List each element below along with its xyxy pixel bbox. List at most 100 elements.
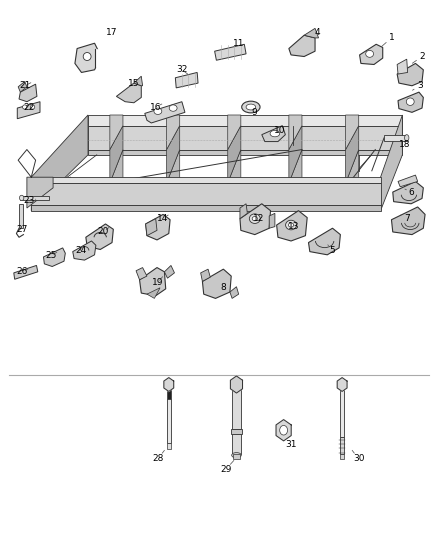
Polygon shape <box>304 28 318 38</box>
Text: 29: 29 <box>220 465 231 474</box>
Text: 21: 21 <box>19 81 30 90</box>
Text: 22: 22 <box>24 102 35 111</box>
Ellipse shape <box>22 105 27 109</box>
Ellipse shape <box>169 105 177 111</box>
Ellipse shape <box>366 51 374 58</box>
Polygon shape <box>240 204 247 219</box>
Text: 9: 9 <box>251 108 257 117</box>
Polygon shape <box>228 150 241 205</box>
Polygon shape <box>146 214 170 240</box>
Polygon shape <box>31 183 381 205</box>
Text: 26: 26 <box>16 268 27 276</box>
Bar <box>20 196 49 200</box>
Text: 11: 11 <box>233 39 244 48</box>
Polygon shape <box>43 248 65 266</box>
Polygon shape <box>164 265 174 278</box>
Polygon shape <box>166 126 180 183</box>
Polygon shape <box>19 84 37 102</box>
Text: 4: 4 <box>314 28 320 37</box>
Text: 19: 19 <box>152 278 164 287</box>
Polygon shape <box>134 76 143 86</box>
Text: 5: 5 <box>330 246 336 255</box>
Polygon shape <box>86 224 113 249</box>
Polygon shape <box>277 211 307 241</box>
Polygon shape <box>73 241 96 260</box>
Ellipse shape <box>288 223 293 227</box>
Polygon shape <box>110 126 123 183</box>
Text: 28: 28 <box>152 455 163 463</box>
Text: 24: 24 <box>76 246 87 255</box>
Text: 31: 31 <box>285 440 297 449</box>
Polygon shape <box>88 126 403 150</box>
Polygon shape <box>289 126 302 183</box>
Polygon shape <box>393 181 424 204</box>
Polygon shape <box>230 287 239 298</box>
Polygon shape <box>164 377 174 391</box>
Ellipse shape <box>246 104 256 110</box>
Text: 15: 15 <box>128 78 140 87</box>
Polygon shape <box>381 115 403 211</box>
Polygon shape <box>31 115 88 211</box>
Polygon shape <box>346 115 359 150</box>
Polygon shape <box>228 126 241 183</box>
Ellipse shape <box>232 453 241 458</box>
Polygon shape <box>88 115 403 126</box>
Polygon shape <box>110 115 123 150</box>
Bar <box>340 437 344 454</box>
Text: 23: 23 <box>23 196 35 205</box>
Text: 7: 7 <box>404 214 410 223</box>
Text: 8: 8 <box>220 283 226 292</box>
Ellipse shape <box>154 108 162 115</box>
Polygon shape <box>18 82 27 92</box>
Bar <box>232 434 241 454</box>
Polygon shape <box>289 150 302 205</box>
Polygon shape <box>360 44 383 64</box>
Polygon shape <box>398 92 424 112</box>
Polygon shape <box>276 419 291 441</box>
Polygon shape <box>346 126 359 183</box>
Polygon shape <box>202 269 231 298</box>
Polygon shape <box>31 205 381 211</box>
Polygon shape <box>240 204 271 235</box>
Polygon shape <box>17 102 40 119</box>
Bar <box>19 204 23 228</box>
Ellipse shape <box>252 216 258 221</box>
Polygon shape <box>228 115 241 150</box>
Polygon shape <box>147 288 160 298</box>
Text: 16: 16 <box>150 102 162 111</box>
Ellipse shape <box>280 425 288 435</box>
Polygon shape <box>384 135 407 141</box>
Bar <box>167 443 170 449</box>
Text: 27: 27 <box>17 225 28 234</box>
Polygon shape <box>262 126 286 142</box>
Polygon shape <box>289 35 315 56</box>
Polygon shape <box>397 63 424 86</box>
Ellipse shape <box>270 131 280 137</box>
Polygon shape <box>337 377 347 391</box>
Bar <box>340 384 344 437</box>
Ellipse shape <box>83 53 91 61</box>
Polygon shape <box>166 115 180 150</box>
Text: 20: 20 <box>98 228 109 237</box>
Polygon shape <box>398 175 418 187</box>
Polygon shape <box>166 150 180 205</box>
Polygon shape <box>269 213 275 228</box>
Text: 32: 32 <box>176 66 187 74</box>
Polygon shape <box>175 72 198 88</box>
Polygon shape <box>88 150 403 155</box>
Text: 14: 14 <box>156 214 168 223</box>
Polygon shape <box>27 177 53 208</box>
Polygon shape <box>230 376 243 393</box>
Polygon shape <box>397 59 408 74</box>
Ellipse shape <box>242 101 260 113</box>
Text: 17: 17 <box>106 28 118 37</box>
Polygon shape <box>346 150 359 205</box>
Polygon shape <box>110 150 123 205</box>
Ellipse shape <box>19 195 24 200</box>
Polygon shape <box>75 43 101 72</box>
Bar <box>340 454 344 459</box>
Polygon shape <box>289 115 302 150</box>
Polygon shape <box>215 44 246 60</box>
Text: 25: 25 <box>45 252 57 260</box>
Polygon shape <box>392 207 425 235</box>
